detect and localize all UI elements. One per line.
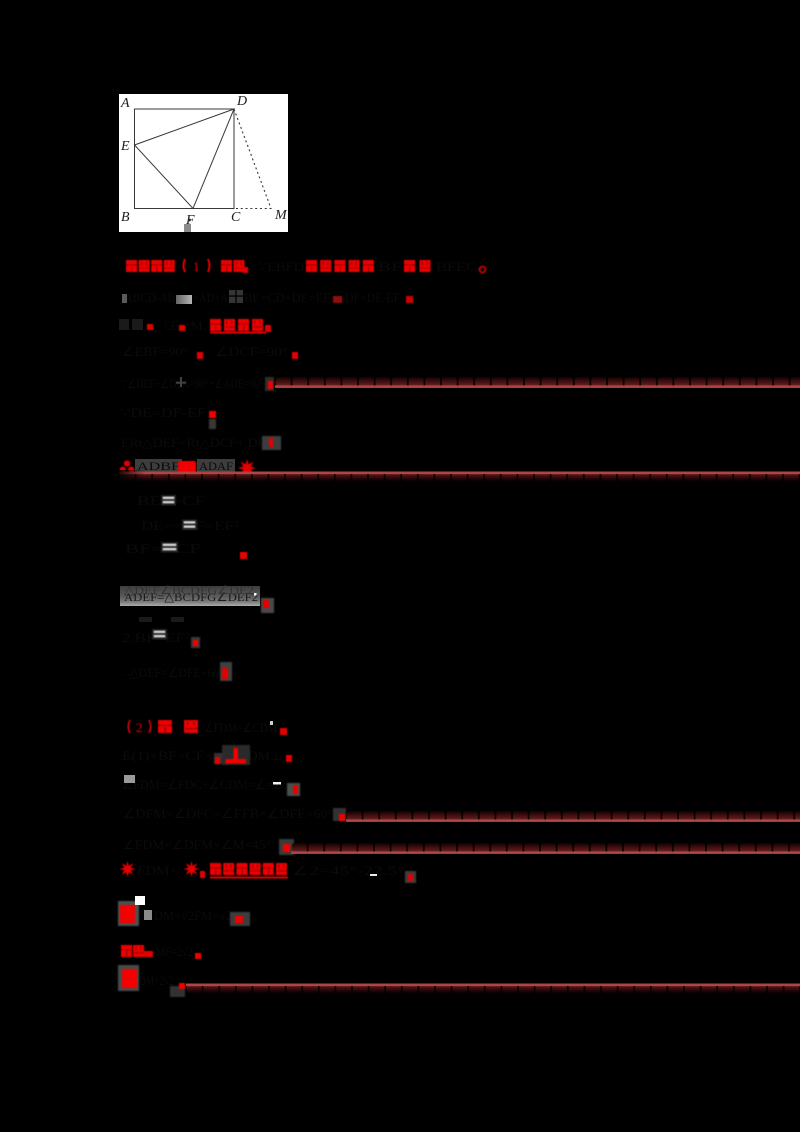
svg-text:BF: BF [378,259,402,274]
svg-text:∠FDM=∠DFM=∠M=45°: ∠FDM=∠DFM=∠M=45° [123,837,271,852]
svg-text:△DEF∠BCDFG∠DE2: △DEF∠BCDFG∠DE2 [124,583,254,597]
svg-text:∠FDM=∠CDM: ∠FDM=∠CDM [204,720,277,735]
svg-text:∵∠DEF+∠DEA=90°+∠ADE=90°: ∵∠DEF+∠DEA=90°+∠ADE=90° [121,376,263,391]
svg-text:DM=√2FM=√2: DM=√2FM=√2 [154,908,232,923]
svg-text:∠2=45°-22.5°: ∠2=45°-22.5° [292,863,405,878]
svg-text:fABCD-AB: fABCD-AB [121,290,175,305]
svg-text:2: 2 [136,720,143,735]
svg-text:BFEC: BFEC [436,259,477,274]
svg-text:ADAF: ADAF [199,459,233,473]
svg-text:=AD+A: =AD+A [193,290,228,305]
svg-text:FDM+: FDM+ [137,863,178,878]
svg-text:DM⊥: DM⊥ [248,748,282,763]
svg-text:∵EBFD: ∵EBFD [258,259,304,274]
svg-text:C: C [231,210,241,225]
svg-text:M: M [274,208,288,223]
svg-text:∠FDM=∠FDC+∠CDM=∠=∠: ∠FDM=∠FDC+∠CDM=∠=∠ [122,777,284,792]
svg-text:ADBF: ADBF [137,459,180,473]
svg-text:CE: CE [165,318,176,333]
svg-text:ERt△DEF=Rt△DCF+.DE: ERt△DEF=Rt△DCF+.DE [121,435,266,450]
svg-text:ADEF=△BCDFG∠DEF2: ADEF=△BCDFG∠DEF2 [124,590,258,604]
svg-text:E(1)+BF=CF=: E(1)+BF=CF= [122,748,213,763]
svg-text:DM=2√2: DM=2√2 [139,973,174,988]
svg-text:∠DCF=90°: ∠DCF=90° [215,344,288,359]
svg-text:BE=CD+DE=EF: BE=CD+DE=EF [244,290,330,305]
svg-text:D: D [236,94,247,109]
svg-text:E: E [120,139,130,154]
svg-text:∠DFM=∠DFC=∠EFB=∠DFE=60°: ∠DFM=∠DFC=∠EFB=∠DFE=60° [123,806,333,821]
svg-text:∴△DEF=∠DFE+60°: ∴△DEF=∠DFE+60° [122,665,224,680]
svg-text:MF=2√2: MF=2√2 [156,944,193,959]
svg-text:∠EBF=90°: ∠EBF=90° [122,344,188,359]
svg-text:B: B [121,210,130,225]
svg-text:1: 1 [193,259,200,274]
svg-text:A: A [120,96,130,111]
svg-text:M.: M. [191,318,206,333]
svg-text:DF=DE-EF: DF=DE-EF [345,290,400,305]
svg-text:∵DE=DF-EF: ∵DE=DF-EF [120,405,206,420]
